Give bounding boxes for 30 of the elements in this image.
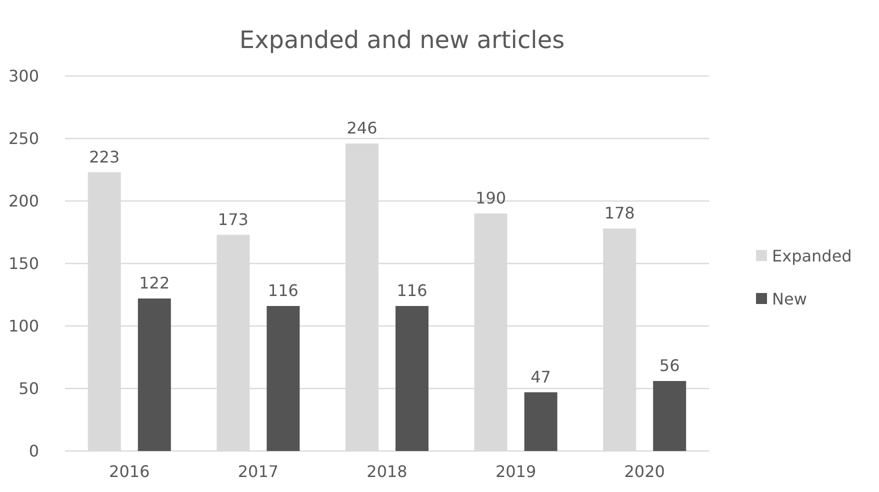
x-tick-label: 2017 [238,462,279,481]
bar [138,298,171,451]
x-tick-label: 2018 [366,462,408,481]
y-tick-label: 0 [28,442,39,461]
bar [653,381,686,451]
x-tick-label: 2020 [624,462,665,481]
bar [396,306,428,451]
y-tick-label: 50 [18,379,39,398]
x-tick-label: 2019 [495,462,536,481]
x-tick-label: 2016 [109,462,150,481]
y-tick-label: 150 [8,254,39,274]
data-label: 246 [346,118,378,138]
legend-label: Expanded [772,246,852,266]
data-label: 56 [659,356,680,375]
legend-label: New [772,290,807,309]
y-tick-label: 200 [8,192,39,211]
y-tick-label: 250 [8,129,39,148]
y-tick-label: 300 [8,66,39,86]
data-label: 173 [218,210,248,229]
chart-title: Expanded and new articles [239,26,565,54]
data-label: 178 [604,204,635,222]
bar [266,306,300,451]
data-label: 223 [89,147,120,166]
data-label: 116 [396,281,428,300]
bar [524,392,558,451]
data-label: 116 [268,281,298,300]
data-label: 190 [476,188,506,208]
y-tick-label: 100 [8,316,39,336]
data-label: 47 [530,367,551,386]
data-label: 122 [139,274,170,292]
